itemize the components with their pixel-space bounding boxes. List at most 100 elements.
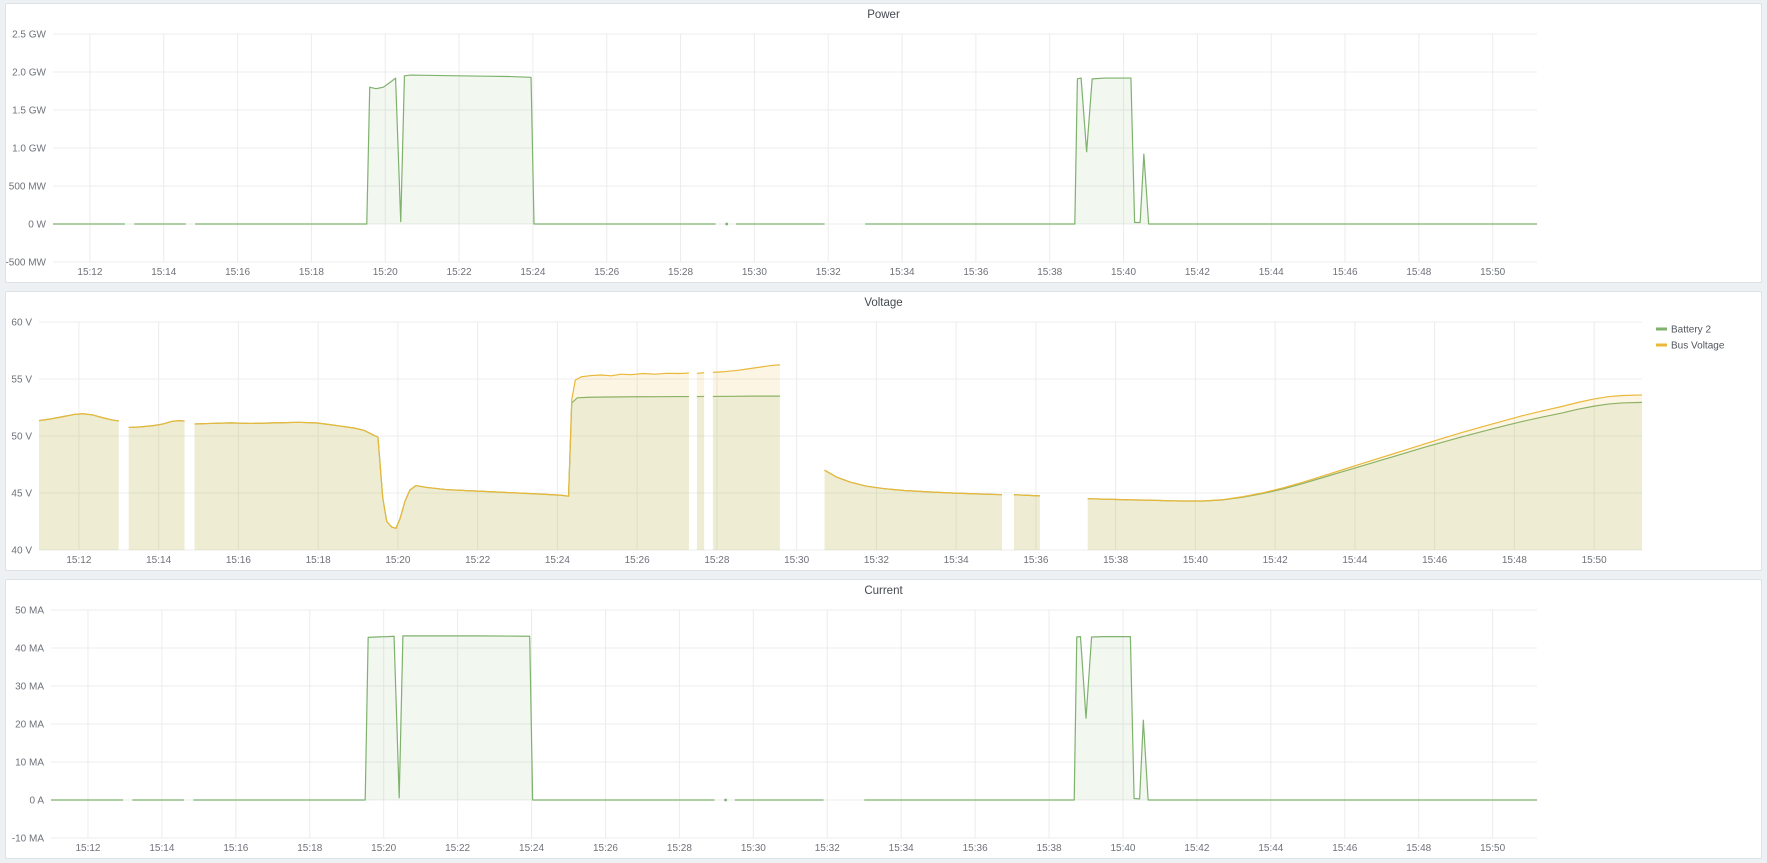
gridlines bbox=[51, 609, 1537, 839]
panel-power: Power 2.5 GW 2.0 GW 1.5 GW 1.0 GW 500 MW 0 W -… bbox=[5, 3, 1762, 283]
svg-text:15:42: 15:42 bbox=[1184, 843, 1209, 854]
svg-text:15:50: 15:50 bbox=[1582, 555, 1607, 566]
series-0 bbox=[51, 635, 1537, 802]
svg-text:2.5 GW: 2.5 GW bbox=[12, 30, 46, 41]
svg-text:15:38: 15:38 bbox=[1103, 555, 1128, 566]
legend: Battery 2 Bus Voltage bbox=[1656, 325, 1725, 352]
series-area bbox=[696, 372, 705, 550]
series-area bbox=[1087, 402, 1642, 550]
series-line bbox=[128, 420, 185, 429]
svg-text:15:42: 15:42 bbox=[1263, 555, 1288, 566]
svg-text:15:40: 15:40 bbox=[1183, 555, 1208, 566]
svg-text:15:20: 15:20 bbox=[385, 555, 410, 566]
svg-text:40 V: 40 V bbox=[11, 546, 32, 557]
svg-text:15:12: 15:12 bbox=[77, 267, 102, 278]
series-area bbox=[195, 75, 716, 224]
svg-text:60 V: 60 V bbox=[11, 318, 32, 329]
svg-text:15:50: 15:50 bbox=[1480, 267, 1505, 278]
series-line bbox=[712, 364, 780, 373]
series-0 bbox=[53, 74, 1537, 226]
series-0 bbox=[38, 395, 1643, 550]
svg-text:15:36: 15:36 bbox=[1023, 555, 1048, 566]
series-area bbox=[824, 470, 1002, 550]
svg-text:15:12: 15:12 bbox=[75, 843, 100, 854]
series-area bbox=[39, 413, 119, 550]
svg-text:15:34: 15:34 bbox=[944, 555, 969, 566]
svg-text:30 MA: 30 MA bbox=[15, 682, 44, 693]
series-line bbox=[1013, 494, 1040, 497]
svg-text:15:46: 15:46 bbox=[1422, 555, 1447, 566]
series-line bbox=[195, 74, 716, 225]
series-area bbox=[194, 373, 689, 550]
svg-text:50 V: 50 V bbox=[11, 432, 32, 443]
series-line bbox=[193, 635, 715, 801]
svg-text:15:38: 15:38 bbox=[1037, 267, 1062, 278]
series-area bbox=[1087, 394, 1642, 550]
panel-title-voltage[interactable]: Voltage bbox=[864, 297, 903, 309]
legend-item[interactable]: Bus Voltage bbox=[1656, 341, 1725, 352]
svg-text:15:16: 15:16 bbox=[226, 555, 251, 566]
svg-text:15:40: 15:40 bbox=[1111, 267, 1136, 278]
svg-text:15:30: 15:30 bbox=[741, 843, 766, 854]
svg-text:10 MA: 10 MA bbox=[15, 758, 44, 769]
svg-text:15:18: 15:18 bbox=[306, 555, 331, 566]
svg-text:15:50: 15:50 bbox=[1480, 843, 1505, 854]
series-area bbox=[193, 635, 715, 800]
svg-text:-500 MW: -500 MW bbox=[6, 258, 47, 269]
series-line bbox=[865, 77, 1537, 225]
panel-title-power[interactable]: Power bbox=[867, 9, 900, 21]
svg-text:15:28: 15:28 bbox=[667, 843, 692, 854]
svg-text:500 MW: 500 MW bbox=[9, 182, 47, 193]
svg-text:15:24: 15:24 bbox=[519, 843, 544, 854]
legend-item[interactable]: Battery 2 bbox=[1656, 325, 1711, 336]
svg-text:15:22: 15:22 bbox=[465, 555, 490, 566]
svg-text:55 V: 55 V bbox=[11, 375, 32, 386]
svg-text:15:14: 15:14 bbox=[149, 843, 174, 854]
x-axis-labels: 15:12 15:14 15:16 15:18 15:20 15:22 15:24 15:26… bbox=[75, 843, 1505, 854]
svg-text:15:46: 15:46 bbox=[1332, 843, 1357, 854]
svg-text:15:18: 15:18 bbox=[299, 267, 324, 278]
svg-text:15:24: 15:24 bbox=[545, 555, 570, 566]
svg-text:15:30: 15:30 bbox=[742, 267, 767, 278]
svg-text:15:32: 15:32 bbox=[815, 843, 840, 854]
svg-text:15:28: 15:28 bbox=[668, 267, 693, 278]
svg-text:15:18: 15:18 bbox=[297, 843, 322, 854]
svg-text:15:44: 15:44 bbox=[1259, 267, 1284, 278]
series-area bbox=[865, 78, 1537, 224]
svg-text:15:38: 15:38 bbox=[1037, 843, 1062, 854]
series-line bbox=[696, 372, 705, 374]
series-line bbox=[864, 636, 1537, 801]
series-area bbox=[712, 396, 780, 550]
svg-text:15:44: 15:44 bbox=[1342, 555, 1367, 566]
series-area bbox=[1013, 494, 1040, 550]
voltage-chart[interactable]: 60 V 55 V 50 V 45 V 40 V 15:12 15:14 15:16 15:18… bbox=[6, 292, 1761, 570]
x-axis-labels: 15:12 15:14 15:16 15:18 15:20 15:22 15:24 15:26… bbox=[77, 267, 1505, 278]
svg-text:15:16: 15:16 bbox=[225, 267, 250, 278]
power-chart[interactable]: 2.5 GW 2.0 GW 1.5 GW 1.0 GW 500 MW 0 W -500 MW… bbox=[6, 4, 1761, 282]
panel-current: Current 50 MA 40 MA 30 MA 20 MA 10 MA 0 A -10 … bbox=[5, 579, 1762, 859]
svg-text:15:32: 15:32 bbox=[864, 555, 889, 566]
series-area bbox=[864, 636, 1537, 800]
svg-text:15:46: 15:46 bbox=[1333, 267, 1358, 278]
svg-text:15:20: 15:20 bbox=[373, 267, 398, 278]
x-axis-labels: 15:12 15:14 15:16 15:18 15:20 15:22 15:24 15:26… bbox=[66, 555, 1607, 566]
svg-text:-10 MA: -10 MA bbox=[12, 834, 45, 845]
svg-text:15:34: 15:34 bbox=[889, 843, 914, 854]
series-line bbox=[194, 372, 689, 529]
series-area bbox=[39, 413, 119, 550]
svg-text:15:36: 15:36 bbox=[963, 267, 988, 278]
panel-title-current[interactable]: Current bbox=[864, 585, 903, 597]
series-area bbox=[128, 420, 185, 550]
svg-text:45 V: 45 V bbox=[11, 489, 32, 500]
svg-text:15:14: 15:14 bbox=[146, 555, 171, 566]
svg-text:15:36: 15:36 bbox=[963, 843, 988, 854]
series-area bbox=[712, 364, 780, 550]
svg-text:15:48: 15:48 bbox=[1406, 267, 1431, 278]
svg-text:2.0 GW: 2.0 GW bbox=[12, 68, 46, 79]
svg-text:40 MA: 40 MA bbox=[15, 644, 44, 655]
series-area bbox=[128, 420, 185, 550]
svg-text:1.5 GW: 1.5 GW bbox=[12, 106, 46, 117]
svg-text:15:24: 15:24 bbox=[520, 267, 545, 278]
y-axis-labels: 2.5 GW 2.0 GW 1.5 GW 1.0 GW 500 MW 0 W -500 MW bbox=[6, 30, 47, 269]
